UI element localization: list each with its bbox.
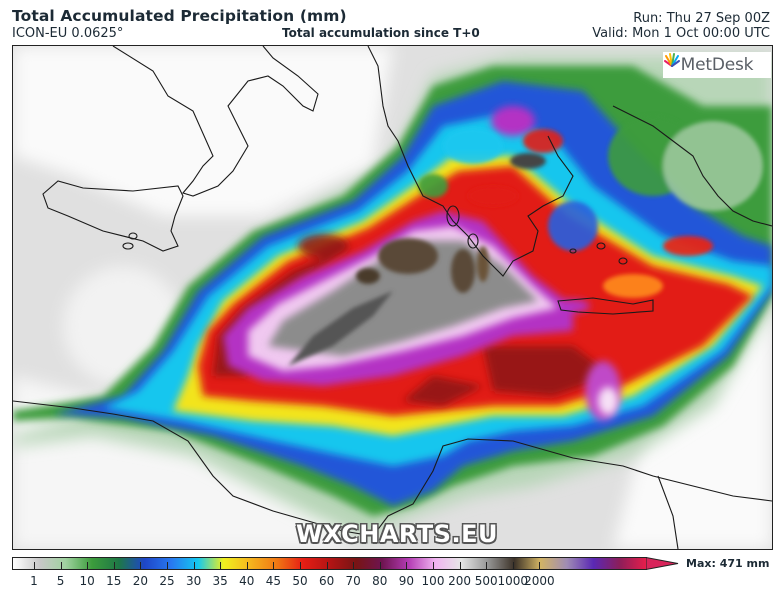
colorbar-tick-mark [300, 562, 301, 569]
colorbar-tick-mark [379, 562, 381, 569]
max-value-label: Max: 471 mm [686, 557, 770, 570]
wxcharts-watermark: WXCHARTS.EU [296, 520, 498, 548]
precipitation-field [13, 46, 772, 549]
colorbar-tick-label: 90 [398, 574, 415, 588]
colorbar-tick-label: 10 [79, 574, 95, 588]
colorbar-tick-label: 80 [372, 574, 388, 588]
metdesk-starburst-icon [664, 53, 680, 67]
colorbar-tick-label: 1 [30, 574, 38, 588]
colorbar-tick-label: 5 [56, 574, 65, 588]
colorbar-tick-mark [433, 562, 434, 569]
colorbar-tick-mark [539, 562, 541, 569]
colorbar-tick-label: 30 [185, 574, 202, 588]
colorbar-extend-arrow-icon [646, 557, 679, 570]
colorbar-tick-label: 50 [292, 574, 308, 588]
colorbar-tick-mark [406, 562, 408, 569]
colorbar-tick-mark [193, 562, 195, 569]
colorbar-tick-mark [353, 562, 355, 569]
valid-time: Valid: Mon 1 Oct 00:00 UTC [592, 26, 770, 41]
colorbar-tick-mark [87, 562, 89, 569]
precipitation-map: MetDesk WXCHARTS.EU [12, 45, 773, 550]
colorbar-tick-label: 15 [106, 574, 122, 588]
colorbar-tick-label: 1000 [497, 574, 529, 588]
colorbar-tick-label: 2000 [524, 574, 555, 588]
colorbar-tick-mark [246, 562, 248, 569]
colorbar-tick-label: 60 [318, 574, 335, 588]
colorbar-tick-mark [326, 562, 328, 569]
colorbar-tick-mark [512, 562, 514, 569]
colorbar-tick-mark [273, 562, 275, 569]
colorbar-tick-mark [113, 562, 115, 569]
colorbar-tick-mark [220, 562, 222, 569]
colorbar-tick-label: 35 [212, 574, 228, 588]
colorbar-tick-label: 200 [448, 574, 472, 588]
colorbar-tick-label: 20 [132, 574, 149, 588]
colorbar-tick-mark [140, 562, 142, 569]
metdesk-logo-text: MetDesk [680, 55, 754, 75]
colorbar-tick-label: 40 [239, 574, 255, 588]
colorbar-tick-mark [60, 562, 62, 569]
run-time: Run: Thu 27 Sep 00Z [633, 11, 770, 26]
colorbar-tick-mark [459, 562, 461, 569]
colorbar [12, 557, 647, 570]
chart-title: Total Accumulated Precipitation (mm) [12, 7, 347, 25]
model-label: ICON-EU 0.0625° [12, 26, 124, 41]
chart-subtitle: Total accumulation since T+0 [282, 26, 480, 40]
colorbar-tick-mark [167, 562, 168, 569]
colorbar-tick-label: 25 [159, 574, 175, 588]
colorbar-tick-label: 45 [265, 574, 282, 588]
colorbar-tick-label: 500 [474, 574, 498, 588]
colorbar-tick-label: 70 [345, 574, 361, 588]
colorbar-tick-label: 100 [421, 574, 445, 588]
colorbar-tick-mark [34, 562, 35, 569]
metdesk-logo: MetDesk [663, 52, 771, 78]
colorbar-tick-mark [486, 562, 488, 569]
